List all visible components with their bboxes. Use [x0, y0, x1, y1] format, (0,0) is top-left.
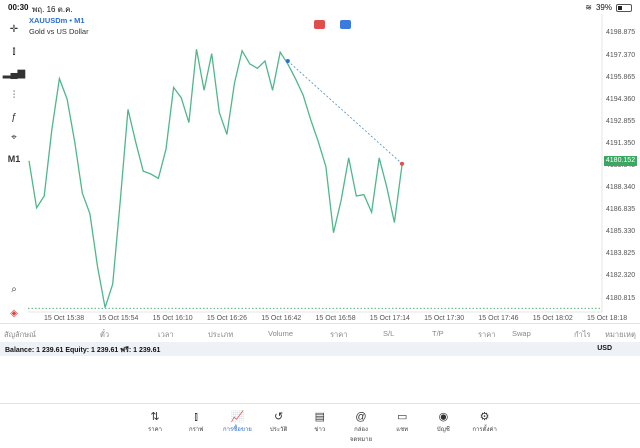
price-line — [28, 48, 403, 308]
price-tick-label: 4194.360 — [606, 95, 636, 103]
nav-account-icon: ◉ — [438, 411, 449, 423]
symbol-header: XAUUSDm • M1 Gold vs US Dollar — [29, 16, 89, 36]
nav-label: กราฟ — [188, 427, 204, 433]
time-tick-label: 15 Oct 17:46 — [478, 315, 519, 322]
sell-chip[interactable] — [314, 20, 325, 29]
indicators-icon[interactable]: ⫶ — [12, 89, 16, 101]
nav-mailbox-icon: @ — [355, 411, 367, 423]
balance-bar: Balance: 1 239.61 Equity: 1 239.61 ฟรี: … — [0, 342, 640, 356]
time-tick-label: 15 Oct 18:02 — [532, 315, 573, 322]
nav-item[interactable]: ⇅ ราคา — [138, 410, 172, 434]
nav-item[interactable]: ↺ ประวัติ — [262, 410, 296, 434]
nav-label: กล่องจดหมาย — [349, 427, 373, 443]
nav-chart-icon: ⫾ — [194, 411, 198, 423]
nav-label: บัญชี — [436, 427, 450, 433]
time-tick-label: 15 Oct 17:14 — [369, 315, 410, 322]
symbol-description: Gold vs US Dollar — [29, 27, 89, 36]
column-header[interactable]: ประเภท — [208, 330, 234, 339]
nav-item[interactable]: ⫾ กราฟ — [179, 410, 213, 434]
column-header[interactable]: ราคา — [330, 330, 348, 339]
nav-quotes-icon: ⇅ — [150, 411, 160, 423]
nav-history-icon: ↺ — [273, 411, 284, 423]
time-tick-label: 15 Oct 16:26 — [206, 315, 247, 322]
time-tick-label: 15 Oct 17:30 — [424, 315, 465, 322]
nav-label: ราคา — [148, 427, 162, 433]
trade-columns-header: สัญลักษณ์ ตั๋ว เวลา ประเภท Volume ราคา S/L T/P ร… — [0, 323, 640, 343]
candles-icon[interactable]: ⫾ — [12, 45, 16, 57]
objects-icon[interactable]: ⌖ — [11, 131, 17, 143]
column-header[interactable]: กำไร — [574, 330, 591, 339]
column-header[interactable]: หมายเหตุ — [605, 330, 636, 339]
function-icon[interactable]: ƒ — [11, 111, 17, 123]
time-tick-label: 15 Oct 16:42 — [261, 315, 302, 322]
column-header[interactable]: สัญลักษณ์ — [4, 330, 37, 339]
balance-currency: USD — [597, 345, 612, 352]
zoom-icon[interactable]: ⌕ — [11, 283, 17, 295]
wifi-icon: ≋ — [585, 3, 592, 12]
price-tick-label: 4186.835 — [606, 206, 636, 214]
nav-label: การตั้งค่า — [472, 427, 497, 433]
current-price-label: 4180.152 — [604, 156, 637, 166]
price-chart[interactable] — [0, 0, 640, 323]
time-tick-label: 15 Oct 16:10 — [152, 315, 193, 322]
bottom-navigation: ⇅ ราคา ⫾ กราฟ 📈 การซื้อขาย ↺ ประวัติ ▤ ข่าว @ กล่อง… — [0, 403, 640, 448]
trend-start-point — [285, 58, 290, 63]
nav-item[interactable]: 📈 การซื้อขาย — [220, 410, 254, 434]
column-header[interactable]: S/L — [383, 329, 395, 338]
timeframe[interactable]: M1 — [7, 154, 21, 164]
nav-item[interactable]: ▤ ข่าว — [303, 410, 337, 434]
symbol-code: XAUUSDm • M1 — [29, 16, 85, 25]
nav-label: การซื้อขาย — [222, 427, 252, 433]
nav-item[interactable]: ⚙ การตั้งค่า — [468, 410, 502, 434]
column-header[interactable]: ราคา — [478, 330, 496, 339]
price-tick-label: 4197.370 — [606, 51, 636, 59]
price-tick-label: 4198.875 — [606, 29, 636, 37]
column-header[interactable]: Swap — [512, 329, 531, 338]
trend-line — [287, 60, 403, 165]
battery-percent: 39% — [595, 3, 612, 12]
nav-item[interactable]: ▭ แชท — [385, 410, 419, 434]
nav-item[interactable]: @ กล่องจดหมาย — [344, 410, 378, 444]
balance-text: Balance: 1 239.61 Equity: 1 239.61 ฟรี: … — [5, 347, 161, 354]
status-date: พฤ. 16 ต.ค. — [32, 5, 73, 14]
nav-trade-icon: 📈 — [230, 411, 245, 423]
column-header[interactable]: Volume — [268, 329, 294, 338]
column-header[interactable]: เวลา — [158, 330, 174, 339]
price-tick-label: 4195.865 — [606, 73, 636, 81]
battery-icon — [616, 3, 632, 12]
nav-settings-icon: ⚙ — [479, 411, 490, 423]
price-tick-label: 4185.330 — [606, 228, 636, 236]
price-tick-label: 4182.320 — [606, 272, 636, 280]
price-tick-label: 4180.815 — [606, 294, 636, 302]
time-tick-label: 15 Oct 15:54 — [98, 315, 139, 322]
left-toolbar: ✛ ⫾ ▂▄▆ ⫶ ƒ ⌖ M1 — [0, 14, 28, 324]
price-tick-label: 4188.340 — [606, 184, 636, 192]
time-tick-label: 15 Oct 15:38 — [44, 315, 85, 322]
trend-end-point — [400, 161, 404, 166]
column-header[interactable]: ตั๋ว — [100, 330, 110, 339]
nav-item[interactable]: ◉ บัญชี — [426, 410, 460, 434]
buy-chip[interactable] — [340, 20, 351, 29]
time-tick-label: 15 Oct 16:58 — [315, 315, 356, 322]
broker-logo-icon: ◈ — [10, 307, 18, 319]
price-tick-label: 4191.350 — [606, 139, 636, 147]
nav-label: ข่าว — [314, 427, 326, 433]
column-header[interactable]: T/P — [432, 329, 444, 338]
price-tick-label: 4192.855 — [606, 117, 636, 125]
nav-label: แชท — [396, 427, 409, 433]
price-tick-label: 4183.825 — [606, 250, 636, 258]
chart-type-icon[interactable]: ▂▄▆ — [2, 67, 26, 79]
time-tick-label: 15 Oct 18:18 — [587, 315, 628, 322]
nav-chat-icon: ▭ — [396, 411, 408, 423]
nav-news-icon: ▤ — [314, 411, 325, 423]
status-time: 00:30 — [8, 3, 29, 12]
nav-label: ประวัติ — [269, 427, 288, 433]
crosshair-icon[interactable]: ✛ — [9, 23, 19, 35]
status-bar: 00:30 พฤ. 16 ต.ค. ≋ 39% — [0, 0, 640, 14]
